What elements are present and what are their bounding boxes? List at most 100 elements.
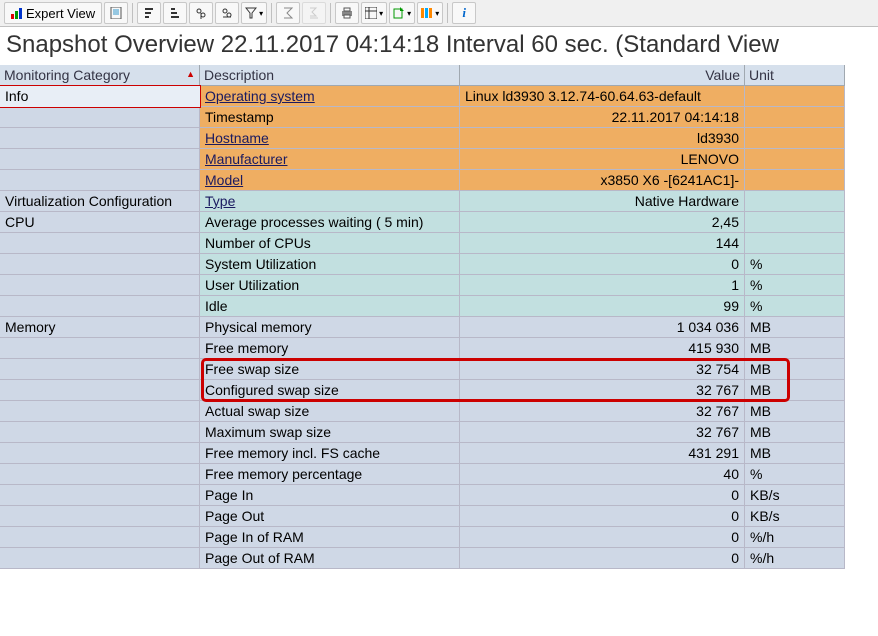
unit-cell: % xyxy=(745,464,845,485)
unit-cell xyxy=(745,212,845,233)
print-button[interactable] xyxy=(335,2,359,24)
value-cell: 22.11.2017 04:14:18 xyxy=(460,107,745,128)
chevron-down-icon: ▾ xyxy=(259,9,263,18)
export-button[interactable]: ▾ xyxy=(389,2,415,24)
separator xyxy=(271,3,272,23)
category-cell xyxy=(0,296,200,317)
category-cell xyxy=(0,275,200,296)
value-cell: 415 930 xyxy=(460,338,745,359)
value-cell: 1 xyxy=(460,275,745,296)
description-cell[interactable]: Model xyxy=(200,170,460,191)
value-cell: 99 xyxy=(460,296,745,317)
info-button[interactable]: i xyxy=(452,2,476,24)
unit-cell: KB/s xyxy=(745,485,845,506)
chevron-down-icon: ▾ xyxy=(435,9,439,18)
value-cell: 0 xyxy=(460,548,745,569)
unit-cell: MB xyxy=(745,401,845,422)
separator xyxy=(330,3,331,23)
value-cell: 32 754 xyxy=(460,359,745,380)
description-cell: Free memory percentage xyxy=(200,464,460,485)
filter-button[interactable]: ▾ xyxy=(241,2,267,24)
unit-cell xyxy=(745,107,845,128)
filter-icon xyxy=(245,7,257,19)
description-cell: Configured swap size xyxy=(200,380,460,401)
find-icon xyxy=(195,7,207,19)
description-cell: Free swap size xyxy=(200,359,460,380)
page-title: Snapshot Overview 22.11.2017 04:14:18 In… xyxy=(0,27,878,65)
description-cell[interactable]: Operating system xyxy=(200,86,460,107)
value-cell: 0 xyxy=(460,506,745,527)
find-next-icon xyxy=(221,7,233,19)
category-cell xyxy=(0,338,200,359)
find-button[interactable] xyxy=(189,2,213,24)
category-cell xyxy=(0,401,200,422)
category-cell xyxy=(0,485,200,506)
category-cell xyxy=(0,128,200,149)
description-cell: Page In xyxy=(200,485,460,506)
unit-cell: MB xyxy=(745,380,845,401)
description-cell: Maximum swap size xyxy=(200,422,460,443)
unit-cell: % xyxy=(745,296,845,317)
value-cell: Native Hardware xyxy=(460,191,745,212)
sort-desc-icon xyxy=(169,7,181,19)
unit-cell: %/h xyxy=(745,548,845,569)
col-category[interactable]: Monitoring Category▲ xyxy=(0,65,200,86)
description-cell: Idle xyxy=(200,296,460,317)
category-cell xyxy=(0,506,200,527)
col-description[interactable]: Description xyxy=(200,65,460,86)
value-cell: 1 034 036 xyxy=(460,317,745,338)
description-cell: Average processes waiting ( 5 min) xyxy=(200,212,460,233)
app-root: Expert View ▾ xyxy=(0,0,878,569)
value-cell: 32 767 xyxy=(460,401,745,422)
unit-cell: MB xyxy=(745,338,845,359)
value-cell: 431 291 xyxy=(460,443,745,464)
sort-desc-button[interactable] xyxy=(163,2,187,24)
category-cell xyxy=(0,422,200,443)
description-cell: Page Out of RAM xyxy=(200,548,460,569)
category-cell xyxy=(0,464,200,485)
unit-cell xyxy=(745,86,845,107)
subtotal-button[interactable] xyxy=(302,2,326,24)
unit-cell: % xyxy=(745,254,845,275)
print-icon xyxy=(341,7,353,19)
value-cell: 0 xyxy=(460,254,745,275)
category-cell xyxy=(0,527,200,548)
description-cell: Free memory incl. FS cache xyxy=(200,443,460,464)
category-cell: Memory xyxy=(0,317,200,338)
view-button[interactable]: ▾ xyxy=(361,2,387,24)
category-cell: Info xyxy=(0,85,201,108)
unit-cell xyxy=(745,233,845,254)
unit-cell: MB xyxy=(745,317,845,338)
unit-cell: MB xyxy=(745,359,845,380)
expert-view-label: Expert View xyxy=(26,6,95,21)
layout-icon xyxy=(365,7,377,19)
choose-layout-button[interactable]: ▾ xyxy=(417,2,443,24)
value-cell: 40 xyxy=(460,464,745,485)
description-cell[interactable]: Manufacturer xyxy=(200,149,460,170)
find-next-button[interactable] xyxy=(215,2,239,24)
col-unit[interactable]: Unit xyxy=(745,65,845,86)
description-cell: System Utilization xyxy=(200,254,460,275)
total-button[interactable] xyxy=(276,2,300,24)
data-grid: Monitoring Category▲ Description Value U… xyxy=(0,65,878,569)
sigma-icon xyxy=(282,7,294,19)
category-cell xyxy=(0,233,200,254)
sort-asc-button[interactable] xyxy=(137,2,161,24)
toolbar: Expert View ▾ xyxy=(0,0,878,27)
description-cell[interactable]: Hostname xyxy=(200,128,460,149)
description-cell: Free memory xyxy=(200,338,460,359)
export-icon xyxy=(393,7,405,19)
description-cell: Actual swap size xyxy=(200,401,460,422)
description-cell[interactable]: Type xyxy=(200,191,460,212)
expert-view-button[interactable]: Expert View xyxy=(4,2,102,24)
chevron-down-icon: ▾ xyxy=(379,9,383,18)
description-cell: Number of CPUs xyxy=(200,233,460,254)
separator xyxy=(447,3,448,23)
details-button[interactable] xyxy=(104,2,128,24)
value-cell: 0 xyxy=(460,527,745,548)
col-value[interactable]: Value xyxy=(460,65,745,86)
sort-asc-icon xyxy=(143,7,155,19)
unit-cell xyxy=(745,128,845,149)
value-cell: Linux ld3930 3.12.74-60.64.63-default xyxy=(460,86,745,107)
description-cell: Page Out xyxy=(200,506,460,527)
